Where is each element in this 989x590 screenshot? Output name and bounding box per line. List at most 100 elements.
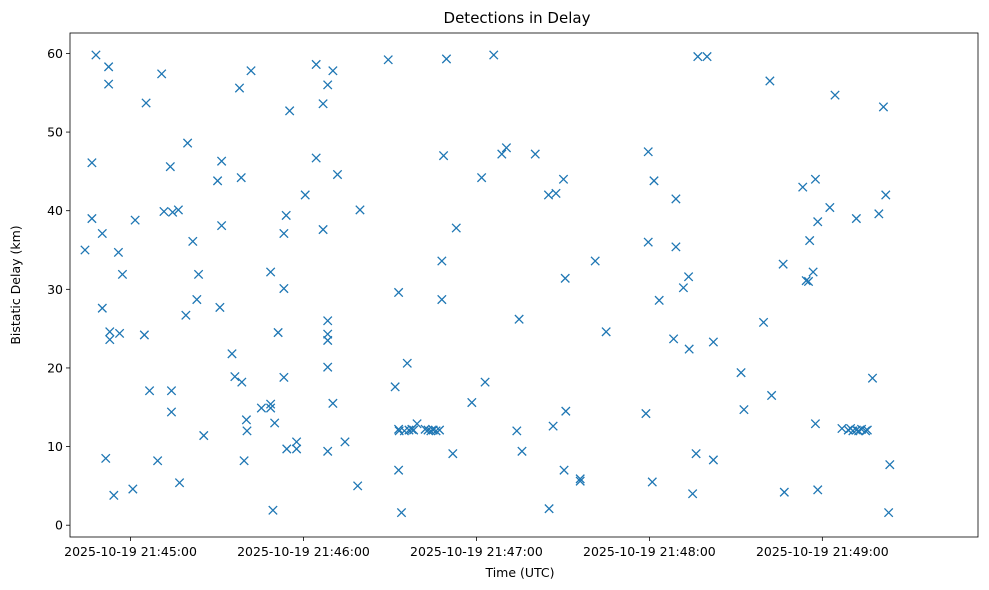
data-point-76 [332,169,343,180]
data-point-113 [517,446,527,456]
data-point-142 [702,51,712,62]
data-point-154 [803,276,814,287]
data-point-57 [279,283,289,294]
data-point-129 [643,147,653,157]
data-point-8 [103,79,114,89]
data-point-61 [291,444,302,454]
data-point-126 [601,327,611,337]
data-point-157 [810,174,821,184]
data-point-14 [117,269,128,280]
data-point-97 [431,426,441,436]
y-tick-label-0: 0 [55,518,63,533]
y-axis: 0 10 20 30 40 50 60 [47,46,70,533]
data-point-134 [671,242,681,252]
data-point-173 [867,373,878,383]
data-point-140 [691,448,701,459]
data-point-133 [668,334,679,344]
data-point-139 [687,489,698,499]
data-point-7 [103,62,114,72]
data-point-149 [766,390,777,401]
data-point-118 [551,188,561,199]
data-point-11 [109,490,119,500]
data-point-35 [212,176,223,186]
data-point-98 [434,425,445,435]
data-point-26 [166,407,177,417]
data-point-36 [215,302,225,313]
data-point-15 [128,484,138,494]
y-tick-label-5: 50 [47,125,63,140]
data-point-106 [476,173,487,183]
data-point-69 [323,316,333,326]
data-point-13 [114,328,125,339]
data-point-103 [448,448,458,459]
data-point-22 [159,206,169,217]
data-point-68 [323,80,333,90]
data-point-65 [311,153,321,163]
data-point-177 [883,507,894,518]
data-point-3 [91,50,101,60]
data-point-33 [193,269,204,280]
data-point-46 [242,426,252,436]
data-point-93 [420,424,430,434]
data-point-172 [862,425,872,435]
data-point-127 [641,408,651,419]
data-point-91 [408,425,419,435]
data-point-107 [480,377,490,387]
data-point-145 [736,368,746,378]
x-tick-label-4: 2025-10-19 21:49:00 [756,544,889,559]
data-point-4 [97,228,107,239]
data-point-138 [684,344,694,354]
data-point-112 [514,314,524,324]
data-point-37 [216,156,227,166]
data-point-115 [543,190,554,200]
data-point-80 [383,55,393,65]
data-point-83 [393,424,404,434]
data-point-27 [173,205,184,215]
data-point-147 [758,317,769,328]
data-point-45 [241,415,252,425]
data-point-75 [328,398,338,408]
plot-frame [69,32,979,538]
data-point-10 [105,334,115,345]
data-point-63 [300,190,310,200]
data-point-130 [647,477,657,487]
data-point-71 [323,335,333,346]
data-point-9 [105,327,115,337]
data-point-47 [246,66,256,76]
data-point-153 [801,276,811,286]
data-point-5 [97,303,107,313]
data-point-23 [165,162,175,172]
data-point-101 [438,150,449,161]
data-point-81 [390,382,400,392]
data-point-92 [412,419,422,429]
data-point-1 [87,158,97,168]
data-point-39 [227,349,237,359]
data-point-28 [174,478,185,488]
data-point-159 [813,217,823,227]
x-tick-label-3: 2025-10-19 21:48:00 [583,544,716,559]
data-point-41 [234,83,245,93]
data-point-82 [393,287,404,298]
data-point-18 [141,98,151,108]
data-point-136 [678,283,689,293]
data-point-17 [139,330,150,340]
data-point-116 [544,504,554,514]
data-point-74 [328,66,338,76]
data-point-25 [166,386,177,396]
data-point-31 [188,236,198,247]
data-point-162 [830,90,840,100]
data-point-73 [323,446,333,456]
data-point-175 [878,102,889,112]
data-point-30 [182,138,193,148]
data-point-135 [671,194,681,204]
data-point-88 [402,358,412,368]
data-point-171 [860,426,871,436]
data-point-62 [291,437,302,447]
data-point-86 [396,507,407,518]
data-point-38 [216,220,227,231]
data-point-119 [558,174,569,184]
data-point-152 [798,182,808,192]
data-point-59 [282,444,292,454]
data-point-58 [281,210,291,221]
data-point-158 [810,419,821,429]
